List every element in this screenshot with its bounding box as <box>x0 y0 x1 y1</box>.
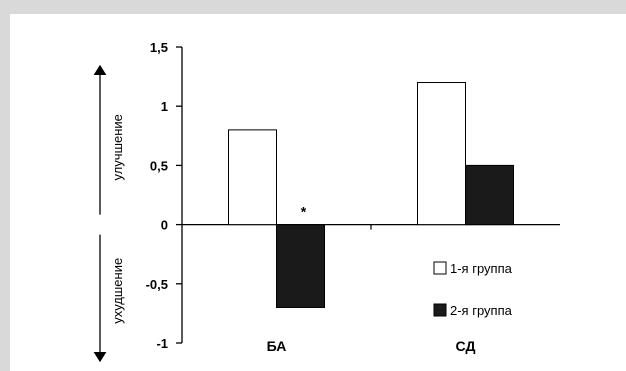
significance-mark: * <box>301 204 307 220</box>
bar-2-2 <box>465 164 514 226</box>
bar-2-1 <box>276 224 325 308</box>
y-tick-label: 0 <box>161 218 168 233</box>
labels-group: 1,5 1 0,5 0 -0,5 -1 * БА СД улучшение ухудшение <box>110 40 475 354</box>
legend: 1-я группа 2-я группа <box>433 261 513 318</box>
deterioration-label: ухудшение <box>110 258 125 324</box>
y-tick-label: -1 <box>156 336 168 351</box>
bars-group <box>228 82 514 308</box>
y-tick-label: 1 <box>161 99 168 114</box>
bar-1-2 <box>417 82 466 226</box>
y-tick-label: 1,5 <box>150 40 168 55</box>
category-label: БА <box>267 338 287 354</box>
bar-1-1 <box>228 129 277 226</box>
frame-border-left <box>0 0 10 371</box>
category-label: СД <box>456 338 476 354</box>
legend-label-1: 1-я группа <box>450 261 513 276</box>
legend-swatch-1 <box>433 261 447 275</box>
frame-border-top <box>0 0 626 14</box>
y-tick-label: 0,5 <box>150 158 168 173</box>
legend-label-2: 2-я группа <box>450 303 513 318</box>
legend-swatch-2 <box>433 303 447 317</box>
improvement-label: улучшение <box>110 114 125 180</box>
y-tick-label: -0,5 <box>146 277 168 292</box>
